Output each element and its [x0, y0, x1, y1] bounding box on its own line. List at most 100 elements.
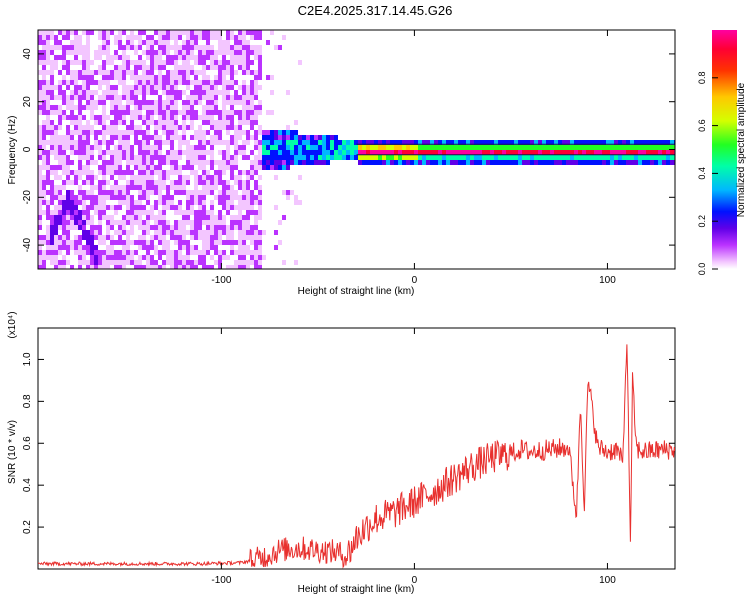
- spectrogram-cell: [566, 140, 570, 145]
- spectrogram-cell: [378, 160, 382, 165]
- x-tick-label: 100: [599, 275, 616, 286]
- spectrogram-cell: [290, 135, 294, 140]
- spectrogram-cell: [250, 105, 254, 110]
- spectrogram-cell: [214, 185, 218, 190]
- spectrogram-cell: [270, 160, 274, 165]
- spectrogram-cell: [162, 50, 166, 55]
- spectrogram-cell: [54, 165, 58, 170]
- spectrogram-cell: [566, 155, 570, 160]
- spectrogram-cell: [194, 110, 198, 115]
- spectrogram-cell: [138, 215, 142, 220]
- spectrogram-cell: [226, 210, 230, 215]
- spectrogram-cell: [246, 100, 250, 105]
- spectrogram-cell: [246, 70, 250, 75]
- spectrogram-cell: [226, 255, 230, 260]
- spectrogram-cell: [102, 100, 106, 105]
- spectrogram-cell: [286, 90, 290, 95]
- spectrogram-cell: [114, 230, 118, 235]
- spectrogram-cell: [150, 70, 154, 75]
- spectrogram-cell: [226, 60, 230, 65]
- spectrogram-cell: [62, 110, 66, 115]
- spectrogram-cell: [234, 260, 238, 265]
- spectrogram-cell: [90, 180, 94, 185]
- spectrogram-cell: [218, 135, 222, 140]
- spectrogram-cell: [274, 160, 278, 165]
- spectrogram-cell: [386, 155, 390, 160]
- spectrogram-cell: [266, 75, 270, 80]
- spectrogram-cell: [118, 45, 122, 50]
- spectrogram-cell: [382, 150, 386, 155]
- spectrogram-cell: [402, 145, 406, 150]
- spectrogram-cell: [166, 95, 170, 100]
- spectrogram-cell: [82, 65, 86, 70]
- spectrogram-cell: [450, 160, 454, 165]
- spectrogram-cell: [78, 35, 82, 40]
- spectrogram-cell: [162, 225, 166, 230]
- spectrogram-cell: [234, 50, 238, 55]
- spectrogram-cell: [330, 150, 334, 155]
- spectrogram-cell: [182, 215, 186, 220]
- spectrogram-cell: [94, 115, 98, 120]
- spectrogram-cell: [66, 180, 70, 185]
- spectrogram-cell: [250, 135, 254, 140]
- spectrogram-cell: [190, 70, 194, 75]
- spectrogram-cell: [90, 145, 94, 150]
- spectrogram-cell: [230, 215, 234, 220]
- spectrogram-cell: [218, 250, 222, 255]
- spectrogram-cell: [242, 30, 246, 35]
- spectrogram-cell: [226, 90, 230, 95]
- spectrogram-cell: [74, 235, 78, 240]
- spectrogram-cell: [202, 140, 206, 145]
- spectrogram-cell: [110, 235, 114, 240]
- spectrogram-cell: [118, 250, 122, 255]
- spectrogram-cell: [142, 135, 146, 140]
- spectrogram-cell: [238, 45, 242, 50]
- spectrogram-cell: [218, 115, 222, 120]
- spectrogram-cell: [142, 170, 146, 175]
- spectrogram-cell: [98, 180, 102, 185]
- spectrogram-cell: [98, 215, 102, 220]
- spectrogram-cell: [234, 215, 238, 220]
- spectrogram-cell: [186, 80, 190, 85]
- spectrogram-cell: [238, 130, 242, 135]
- spectrogram-cell: [146, 195, 150, 200]
- spectrogram-cell: [78, 60, 82, 65]
- spectrogram-cell: [206, 90, 210, 95]
- spectrogram-cell: [38, 155, 42, 160]
- spectrogram-cell: [118, 170, 122, 175]
- spectrogram-cell: [174, 130, 178, 135]
- spectrogram-cell: [290, 140, 294, 145]
- spectrogram-cell: [86, 70, 90, 75]
- spectrogram-cell: [146, 240, 150, 245]
- spectrogram-cell: [54, 125, 58, 130]
- spectrogram-cell: [286, 155, 290, 160]
- spectrogram-cell: [330, 135, 334, 140]
- spectrogram-cell: [210, 150, 214, 155]
- spectrogram-cell: [98, 165, 102, 170]
- spectrogram-cell: [50, 165, 54, 170]
- spectrogram-cell: [198, 255, 202, 260]
- spectrogram-cell: [138, 35, 142, 40]
- spectrogram-cell: [494, 140, 498, 145]
- spectrogram-cell: [254, 250, 258, 255]
- spectrogram-cell: [194, 160, 198, 165]
- spectrogram-cell: [190, 230, 194, 235]
- spectrogram-cell: [206, 210, 210, 215]
- spectrogram-cell: [62, 140, 66, 145]
- spectrogram-cell: [242, 90, 246, 95]
- spectrogram-cell: [354, 145, 358, 150]
- spectrogram-cell: [70, 120, 74, 125]
- spectrogram-cell: [138, 195, 142, 200]
- spectrogram-cell: [98, 220, 102, 225]
- spectrogram-cell: [430, 150, 434, 155]
- spectrogram-cell: [234, 60, 238, 65]
- spectrogram-cell: [250, 225, 254, 230]
- spectrogram-cell: [222, 45, 226, 50]
- spectrogram-cell: [238, 235, 242, 240]
- spectrogram-cell: [426, 150, 430, 155]
- spectrogram-cell: [226, 150, 230, 155]
- spectrogram-cell: [234, 195, 238, 200]
- spectrogram-cell: [102, 115, 106, 120]
- spectrogram-cell: [102, 135, 106, 140]
- spectrogram-cell: [154, 40, 158, 45]
